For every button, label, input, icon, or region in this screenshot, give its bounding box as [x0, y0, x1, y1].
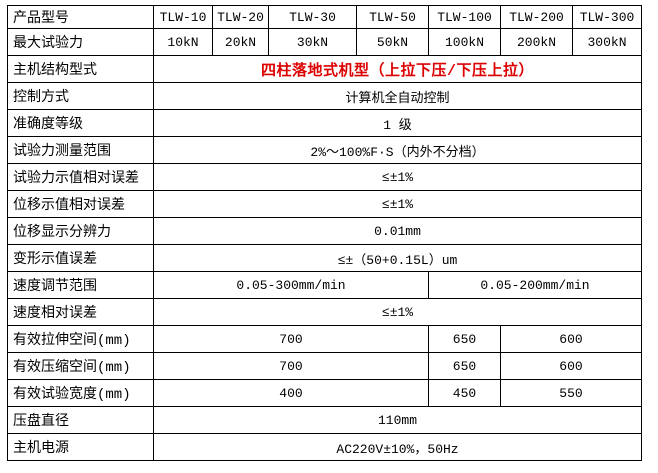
value-cell: 0.01mm — [153, 217, 642, 245]
spec-table: 产品型号 TLW-10 TLW-20 TLW-30 TLW-50 TLW-100 TLW-2… — [7, 5, 642, 461]
value-cell: 600 — [500, 352, 642, 380]
table-row: 准确度等级 1 级 — [7, 109, 642, 137]
table-row: 位移示值相对误差 ≤±1% — [7, 190, 642, 218]
value-cell: 400 — [153, 379, 429, 407]
table-row: 有效拉伸空间(mm) 700 650 600 — [7, 325, 642, 353]
row-label: 有效压缩空间(mm) — [7, 352, 154, 380]
row-label: 有效试验宽度(mm) — [7, 379, 154, 407]
table-row: 试验力示值相对误差 ≤±1% — [7, 163, 642, 191]
value-cell: ≤±1% — [153, 163, 642, 191]
value-cell: 450 — [428, 379, 501, 407]
row-label: 速度相对误差 — [7, 298, 154, 326]
value-cell: TLW-200 — [500, 5, 573, 29]
value-cell: ≤±（50+0.15L）um — [153, 244, 642, 272]
value-cell: 110mm — [153, 406, 642, 434]
table-row: 有效压缩空间(mm) 700 650 600 — [7, 352, 642, 380]
table-row: 速度调节范围 0.05-300mm/min 0.05-200mm/min — [7, 271, 642, 299]
value-cell: TLW-300 — [572, 5, 642, 29]
value-cell: 700 — [153, 352, 429, 380]
value-cell: 300kN — [572, 28, 642, 56]
table-row: 产品型号 TLW-10 TLW-20 TLW-30 TLW-50 TLW-100 TLW-2… — [7, 5, 642, 29]
row-label: 主机结构型式 — [7, 55, 154, 83]
value-cell: 700 — [153, 325, 429, 353]
row-label: 试验力测量范围 — [7, 136, 154, 164]
value-cell: TLW-10 — [153, 5, 213, 29]
value-cell: ≤±1% — [153, 190, 642, 218]
value-cell: 600 — [500, 325, 642, 353]
value-cell: 0.05-300mm/min — [153, 271, 429, 299]
table-row: 主机电源 AC220V±10%，50Hz — [7, 433, 642, 461]
table-row: 主机结构型式 四柱落地式机型（上拉下压/下压上拉） — [7, 55, 642, 83]
value-cell: 200kN — [500, 28, 573, 56]
value-cell: TLW-20 — [212, 5, 269, 29]
value-cell: 10kN — [153, 28, 213, 56]
row-label: 有效拉伸空间(mm) — [7, 325, 154, 353]
row-label: 主机电源 — [7, 433, 154, 461]
value-cell: TLW-50 — [356, 5, 429, 29]
value-cell: AC220V±10%，50Hz — [153, 433, 642, 461]
row-label: 试验力示值相对误差 — [7, 163, 154, 191]
row-label: 产品型号 — [7, 5, 154, 29]
value-cell: TLW-100 — [428, 5, 501, 29]
value-cell: 20kN — [212, 28, 269, 56]
table-row: 有效试验宽度(mm) 400 450 550 — [7, 379, 642, 407]
value-cell: 2%～100%F·S（内外不分档） — [153, 136, 642, 164]
table-row: 变形示值误差 ≤±（50+0.15L）um — [7, 244, 642, 272]
value-cell: 650 — [428, 325, 501, 353]
table-row: 压盘直径 110mm — [7, 406, 642, 434]
value-cell: 计算机全自动控制 — [153, 82, 642, 110]
value-cell: 1 级 — [153, 109, 642, 137]
table-row: 控制方式 计算机全自动控制 — [7, 82, 642, 110]
spec-table-body: 产品型号 TLW-10 TLW-20 TLW-30 TLW-50 TLW-100 TLW-2… — [7, 5, 642, 461]
value-cell: 0.05-200mm/min — [428, 271, 642, 299]
row-label: 位移显示分辨力 — [7, 217, 154, 245]
table-row: 最大试验力 10kN 20kN 30kN 50kN 100kN 200kN 300kN — [7, 28, 642, 56]
table-row: 位移显示分辨力 0.01mm — [7, 217, 642, 245]
value-cell: 100kN — [428, 28, 501, 56]
row-label: 速度调节范围 — [7, 271, 154, 299]
row-label: 变形示值误差 — [7, 244, 154, 272]
table-row: 速度相对误差 ≤±1% — [7, 298, 642, 326]
row-label: 准确度等级 — [7, 109, 154, 137]
row-label: 控制方式 — [7, 82, 154, 110]
row-label: 位移示值相对误差 — [7, 190, 154, 218]
value-cell: 30kN — [268, 28, 357, 56]
highlighted-value-cell: 四柱落地式机型（上拉下压/下压上拉） — [153, 55, 642, 83]
row-label: 压盘直径 — [7, 406, 154, 434]
value-cell: 50kN — [356, 28, 429, 56]
spec-table-container: 产品型号 TLW-10 TLW-20 TLW-30 TLW-50 TLW-100 TLW-2… — [7, 5, 642, 461]
value-cell: 650 — [428, 352, 501, 380]
row-label: 最大试验力 — [7, 28, 154, 56]
value-cell: TLW-30 — [268, 5, 357, 29]
table-row: 试验力测量范围 2%～100%F·S（内外不分档） — [7, 136, 642, 164]
value-cell: 550 — [500, 379, 642, 407]
value-cell: ≤±1% — [153, 298, 642, 326]
